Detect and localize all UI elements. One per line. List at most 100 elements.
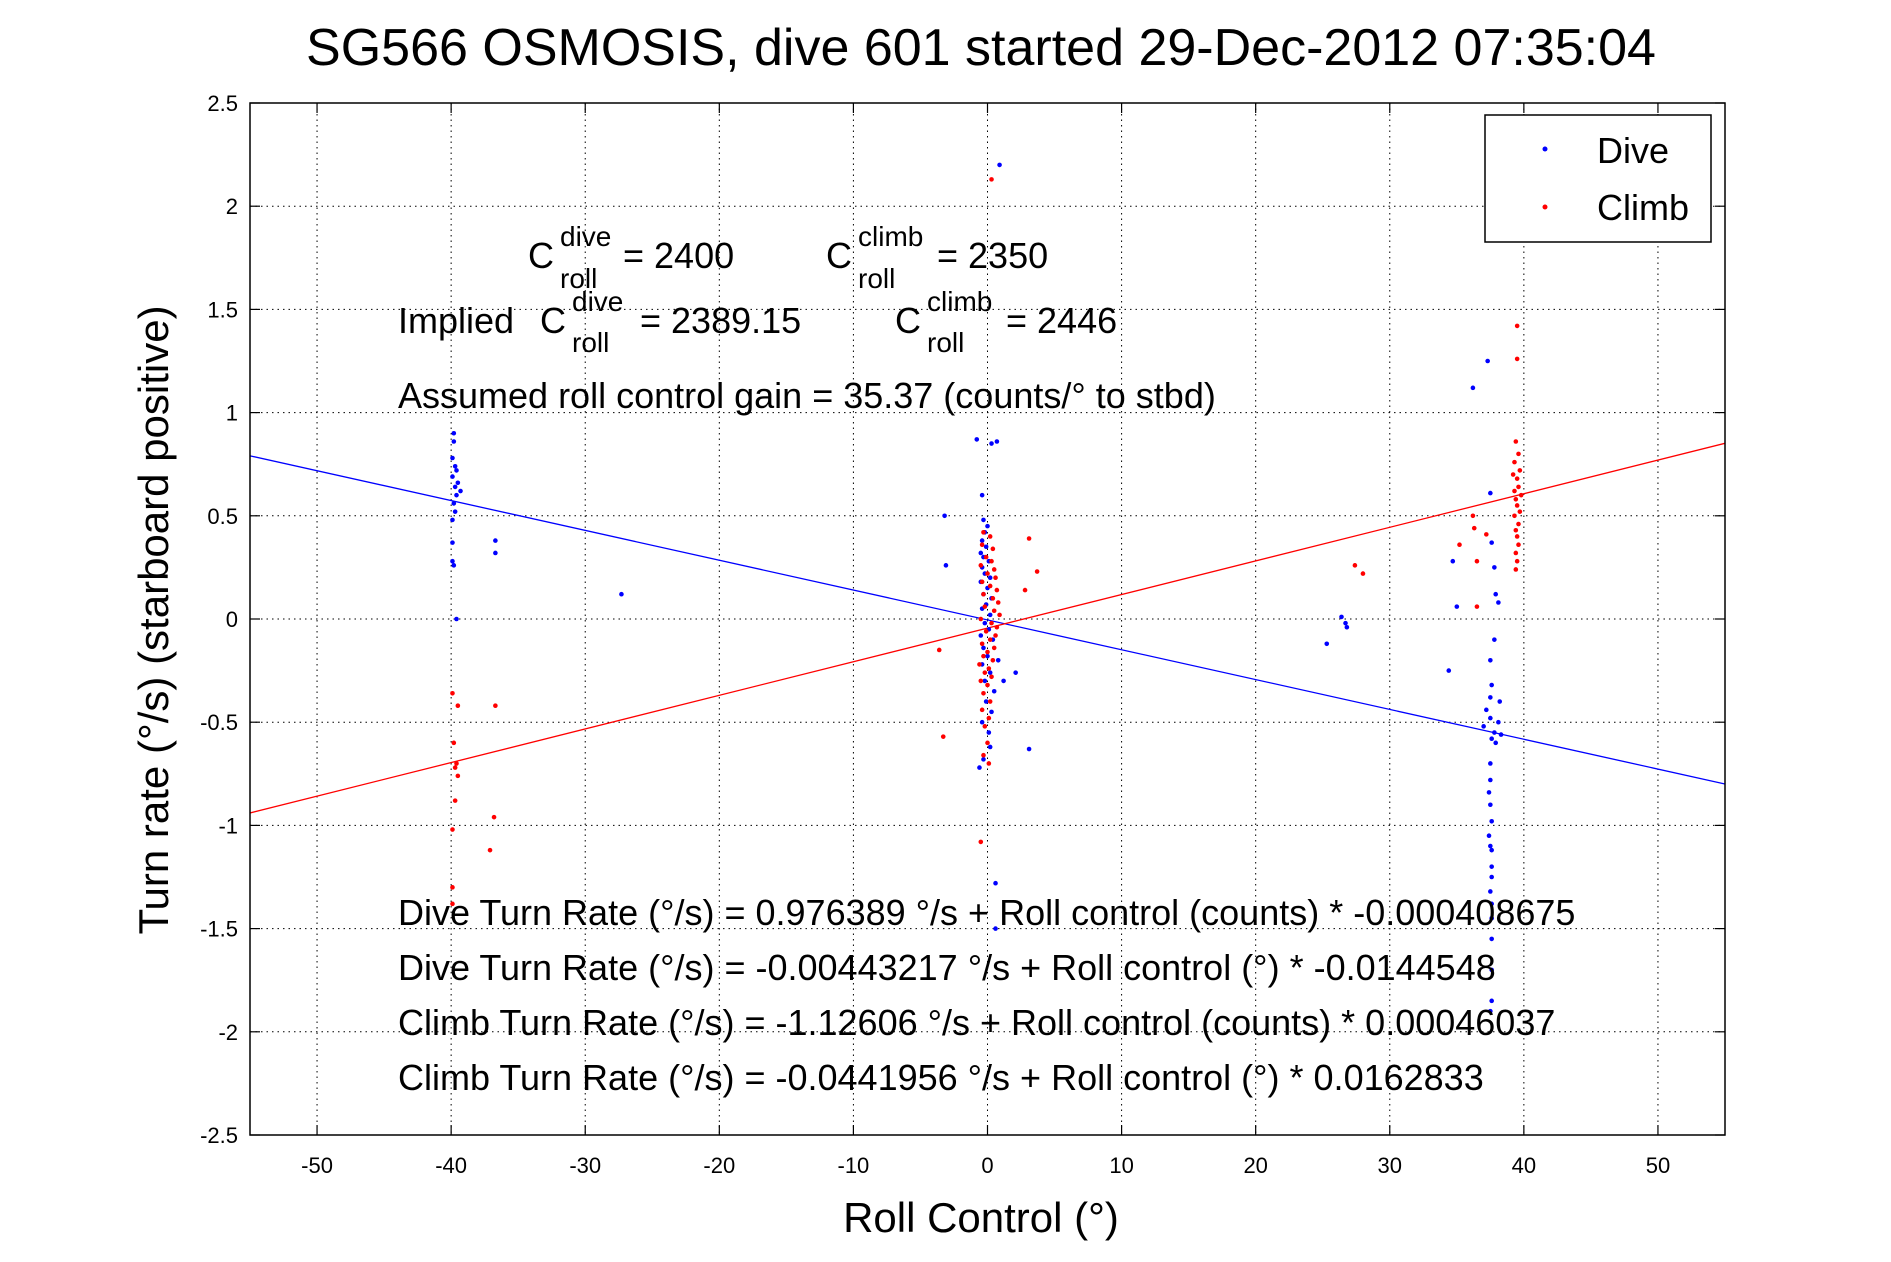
dive-point — [452, 509, 458, 514]
dive-point — [1488, 657, 1493, 663]
implied-dive-base: C — [540, 300, 566, 341]
dive-point — [1481, 724, 1486, 729]
climb-point — [985, 682, 990, 688]
y-tick-label: -2 — [218, 1020, 238, 1045]
climb-point — [1516, 521, 1521, 527]
c-roll-climb-value: = 2350 — [937, 235, 1048, 276]
dive-point — [985, 653, 990, 659]
climb-point — [1516, 451, 1521, 457]
climb-point — [982, 670, 988, 675]
equation-line: Dive Turn Rate (°/s) = -0.00443217 °/s +… — [398, 947, 1496, 988]
climb-point — [995, 600, 1001, 605]
dive-point — [985, 523, 990, 529]
climb-point — [994, 587, 1000, 593]
dive-point — [1489, 874, 1494, 880]
climb-point — [1513, 439, 1519, 444]
dive-point — [454, 616, 459, 622]
climb-point — [1516, 542, 1521, 547]
climb-point — [454, 761, 459, 766]
climb-point — [452, 765, 458, 770]
implied-climb-sub: roll — [927, 327, 964, 358]
climb-point — [991, 567, 997, 572]
y-tick-label: -1.5 — [200, 917, 238, 942]
dive-point — [978, 550, 984, 556]
implied-climb-value: = 2446 — [1006, 300, 1117, 341]
dive-point — [1488, 715, 1493, 721]
gain-annotation: Assumed roll control gain = 35.37 (count… — [398, 375, 1216, 416]
dive-point — [1488, 1008, 1493, 1014]
dive-point — [450, 517, 455, 523]
climb-point — [993, 575, 998, 581]
dive-point — [454, 468, 459, 473]
climb-point — [1518, 492, 1524, 498]
climb-point — [981, 752, 986, 758]
dive-point — [987, 612, 993, 618]
x-tick-label: 0 — [981, 1153, 993, 1178]
dive-point — [987, 744, 993, 750]
climb-point — [991, 645, 997, 651]
dive-point — [450, 455, 455, 461]
dive-point — [1013, 670, 1018, 675]
dive-point — [1339, 614, 1344, 620]
climb-point — [450, 885, 455, 890]
climb-point — [936, 647, 942, 653]
x-tick-label: 50 — [1646, 1153, 1670, 1178]
c-roll-dive-value: = 2400 — [623, 235, 734, 276]
dive-point — [1486, 790, 1492, 795]
legend-label-climb: Climb — [1597, 187, 1689, 228]
y-tick-label: 1 — [226, 401, 238, 426]
dive-point — [452, 484, 458, 490]
dive-point — [978, 633, 984, 638]
climb-point — [1513, 496, 1519, 502]
y-tick-label: -0.5 — [200, 710, 238, 735]
climb-point — [987, 534, 993, 539]
x-tick-label: -50 — [301, 1153, 333, 1178]
dive-point — [1486, 833, 1492, 839]
climb-point — [993, 633, 998, 638]
climb-point — [1352, 563, 1358, 568]
climb-point — [979, 579, 985, 585]
c-roll-climb-sub: roll — [858, 263, 895, 294]
climb-point — [1512, 459, 1517, 465]
climb-point — [987, 637, 993, 642]
climb-point — [1457, 542, 1462, 547]
climb-point — [940, 734, 946, 739]
dive-point — [986, 730, 992, 735]
climb-point — [1026, 536, 1032, 541]
axis-ticks — [250, 102, 1725, 1136]
dive-point — [982, 620, 988, 626]
dive-point — [977, 765, 982, 770]
dive-point — [451, 439, 457, 444]
climb-point — [1517, 468, 1523, 473]
implied-dive-value: = 2389.15 — [640, 300, 801, 341]
fit-equations: Dive Turn Rate (°/s) = 0.976389 °/s + Ro… — [398, 892, 1575, 1098]
climb-point — [994, 624, 1000, 630]
climb-point — [983, 629, 989, 634]
plot-area-frame — [249, 102, 1726, 1136]
climb-point — [1513, 527, 1519, 533]
dive-point — [450, 540, 455, 545]
climb-point — [1512, 513, 1517, 519]
c-roll-climb-base: C — [826, 235, 852, 276]
climb-point — [978, 839, 984, 845]
climb-point — [450, 827, 455, 832]
climb-point — [990, 546, 996, 552]
dive-point — [452, 463, 458, 469]
climb-point — [1514, 323, 1520, 329]
x-tick-label: 40 — [1512, 1153, 1536, 1178]
climb-point — [989, 620, 994, 626]
c-roll-dive-sub: roll — [560, 263, 597, 294]
legend-marker-climb — [1542, 204, 1548, 210]
climb-point — [985, 571, 990, 576]
x-tick-label: 20 — [1243, 1153, 1267, 1178]
climb-point — [451, 740, 457, 746]
dive-point — [979, 538, 985, 543]
c-roll-dive-base: C — [528, 235, 554, 276]
climb-point — [981, 691, 986, 696]
dive-point — [1489, 736, 1494, 742]
implied-prefix: Implied — [398, 300, 514, 341]
climb-point — [987, 583, 993, 589]
dive-point — [1493, 591, 1499, 597]
climb-point — [1516, 484, 1521, 490]
